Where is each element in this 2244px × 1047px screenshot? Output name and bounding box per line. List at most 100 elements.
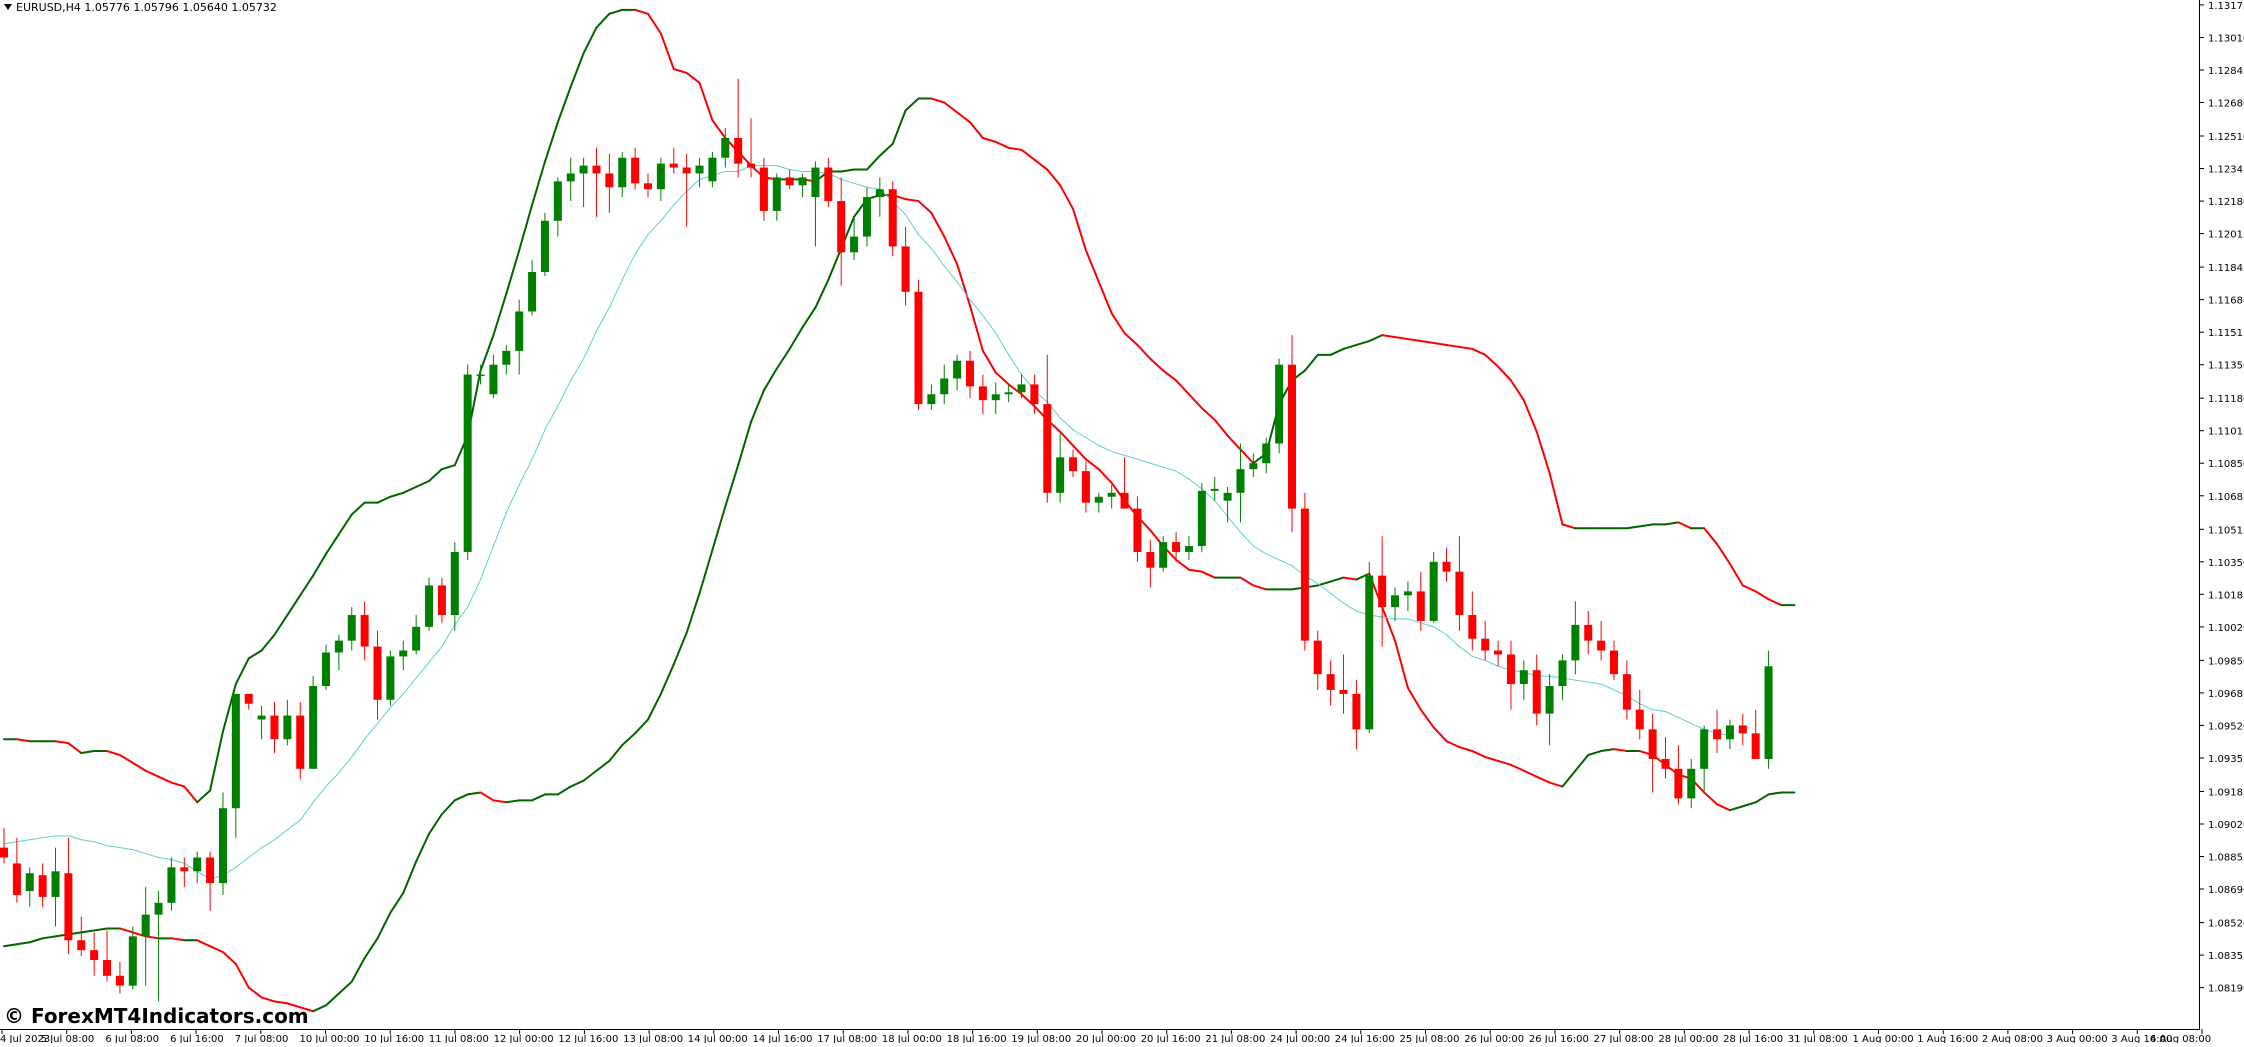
candle[interactable]: [811, 161, 820, 247]
candle[interactable]: [257, 705, 266, 740]
candle[interactable]: [734, 78, 743, 178]
candle[interactable]: [914, 279, 923, 411]
candle[interactable]: [296, 701, 305, 779]
candle[interactable]: [1416, 571, 1425, 631]
candle[interactable]: [1339, 654, 1348, 714]
candle[interactable]: [1081, 461, 1090, 513]
candle[interactable]: [64, 837, 73, 955]
candle[interactable]: [1275, 358, 1284, 454]
candle[interactable]: [309, 676, 318, 769]
candle[interactable]: [1751, 709, 1760, 759]
candle[interactable]: [244, 693, 253, 710]
candle[interactable]: [218, 792, 227, 895]
candle[interactable]: [412, 615, 421, 655]
candle[interactable]: [1146, 540, 1155, 588]
candle[interactable]: [644, 173, 652, 198]
candle[interactable]: [953, 354, 962, 391]
candle[interactable]: [1442, 548, 1451, 582]
candle[interactable]: [566, 157, 575, 202]
candle[interactable]: [103, 930, 112, 982]
candle[interactable]: [824, 157, 833, 207]
candle[interactable]: [437, 577, 446, 623]
candle[interactable]: [1120, 457, 1129, 509]
candle[interactable]: [425, 577, 434, 631]
candle[interactable]: [1391, 587, 1400, 621]
candle[interactable]: [154, 891, 163, 1002]
candle[interactable]: [1481, 620, 1490, 661]
candle[interactable]: [1017, 374, 1026, 399]
candle[interactable]: [322, 644, 330, 690]
dropdown-triangle-icon[interactable]: [4, 4, 12, 10]
candle[interactable]: [1429, 551, 1438, 623]
candle[interactable]: [1455, 536, 1464, 631]
candle[interactable]: [991, 382, 1000, 414]
candle[interactable]: [618, 151, 627, 198]
candle[interactable]: [193, 851, 202, 884]
candle[interactable]: [682, 153, 691, 227]
candle[interactable]: [747, 118, 756, 178]
candle[interactable]: [605, 153, 614, 213]
candle[interactable]: [875, 177, 884, 217]
candle[interactable]: [978, 374, 987, 414]
candle[interactable]: [695, 157, 704, 188]
candle[interactable]: [1300, 492, 1309, 651]
candle[interactable]: [850, 216, 859, 261]
candle[interactable]: [270, 701, 279, 754]
candle[interactable]: [1610, 640, 1618, 681]
candle[interactable]: [1365, 561, 1374, 734]
candle[interactable]: [1687, 758, 1696, 809]
candle[interactable]: [927, 384, 936, 411]
candle[interactable]: [1506, 640, 1515, 710]
candle[interactable]: [1107, 484, 1116, 509]
candle[interactable]: [631, 147, 640, 190]
candle[interactable]: [888, 181, 897, 257]
candle[interactable]: [115, 961, 124, 994]
candle[interactable]: [772, 173, 781, 221]
candle[interactable]: [1288, 335, 1296, 533]
candle[interactable]: [1223, 486, 1232, 523]
candle[interactable]: [347, 607, 356, 651]
candle[interactable]: [141, 887, 150, 986]
candle[interactable]: [77, 916, 86, 957]
candle[interactable]: [515, 299, 524, 375]
candle[interactable]: [502, 344, 511, 375]
candle[interactable]: [1184, 536, 1193, 560]
candle[interactable]: [1133, 496, 1142, 562]
candle[interactable]: [708, 151, 717, 188]
candle[interactable]: [1584, 611, 1593, 655]
candle[interactable]: [128, 926, 137, 990]
candle[interactable]: [553, 177, 562, 237]
candle[interactable]: [231, 693, 240, 838]
candle[interactable]: [12, 837, 21, 903]
candle[interactable]: [206, 851, 215, 911]
candle[interactable]: [1197, 482, 1206, 552]
candle[interactable]: [759, 157, 768, 221]
candle[interactable]: [463, 364, 472, 560]
candle[interactable]: [1661, 737, 1670, 779]
candle[interactable]: [785, 169, 794, 190]
candle[interactable]: [1648, 713, 1657, 793]
candle[interactable]: [1378, 536, 1387, 647]
candle[interactable]: [1713, 709, 1722, 754]
candle[interactable]: [0, 827, 8, 864]
candle[interactable]: [656, 157, 665, 202]
candle[interactable]: [1236, 443, 1245, 523]
candle[interactable]: [1326, 660, 1335, 706]
candle[interactable]: [167, 857, 176, 911]
candle[interactable]: [1738, 713, 1747, 746]
candle[interactable]: [399, 640, 408, 671]
candle[interactable]: [1494, 640, 1503, 667]
candle[interactable]: [837, 177, 846, 286]
candle[interactable]: [450, 542, 459, 631]
candle[interactable]: [360, 601, 369, 661]
candle[interactable]: [1069, 449, 1078, 478]
candle[interactable]: [334, 634, 343, 671]
candle[interactable]: [540, 212, 549, 276]
candle[interactable]: [1262, 437, 1271, 474]
candle[interactable]: [1635, 689, 1644, 740]
candle[interactable]: [798, 173, 807, 198]
candle[interactable]: [669, 147, 678, 174]
candle[interactable]: [1352, 680, 1361, 750]
